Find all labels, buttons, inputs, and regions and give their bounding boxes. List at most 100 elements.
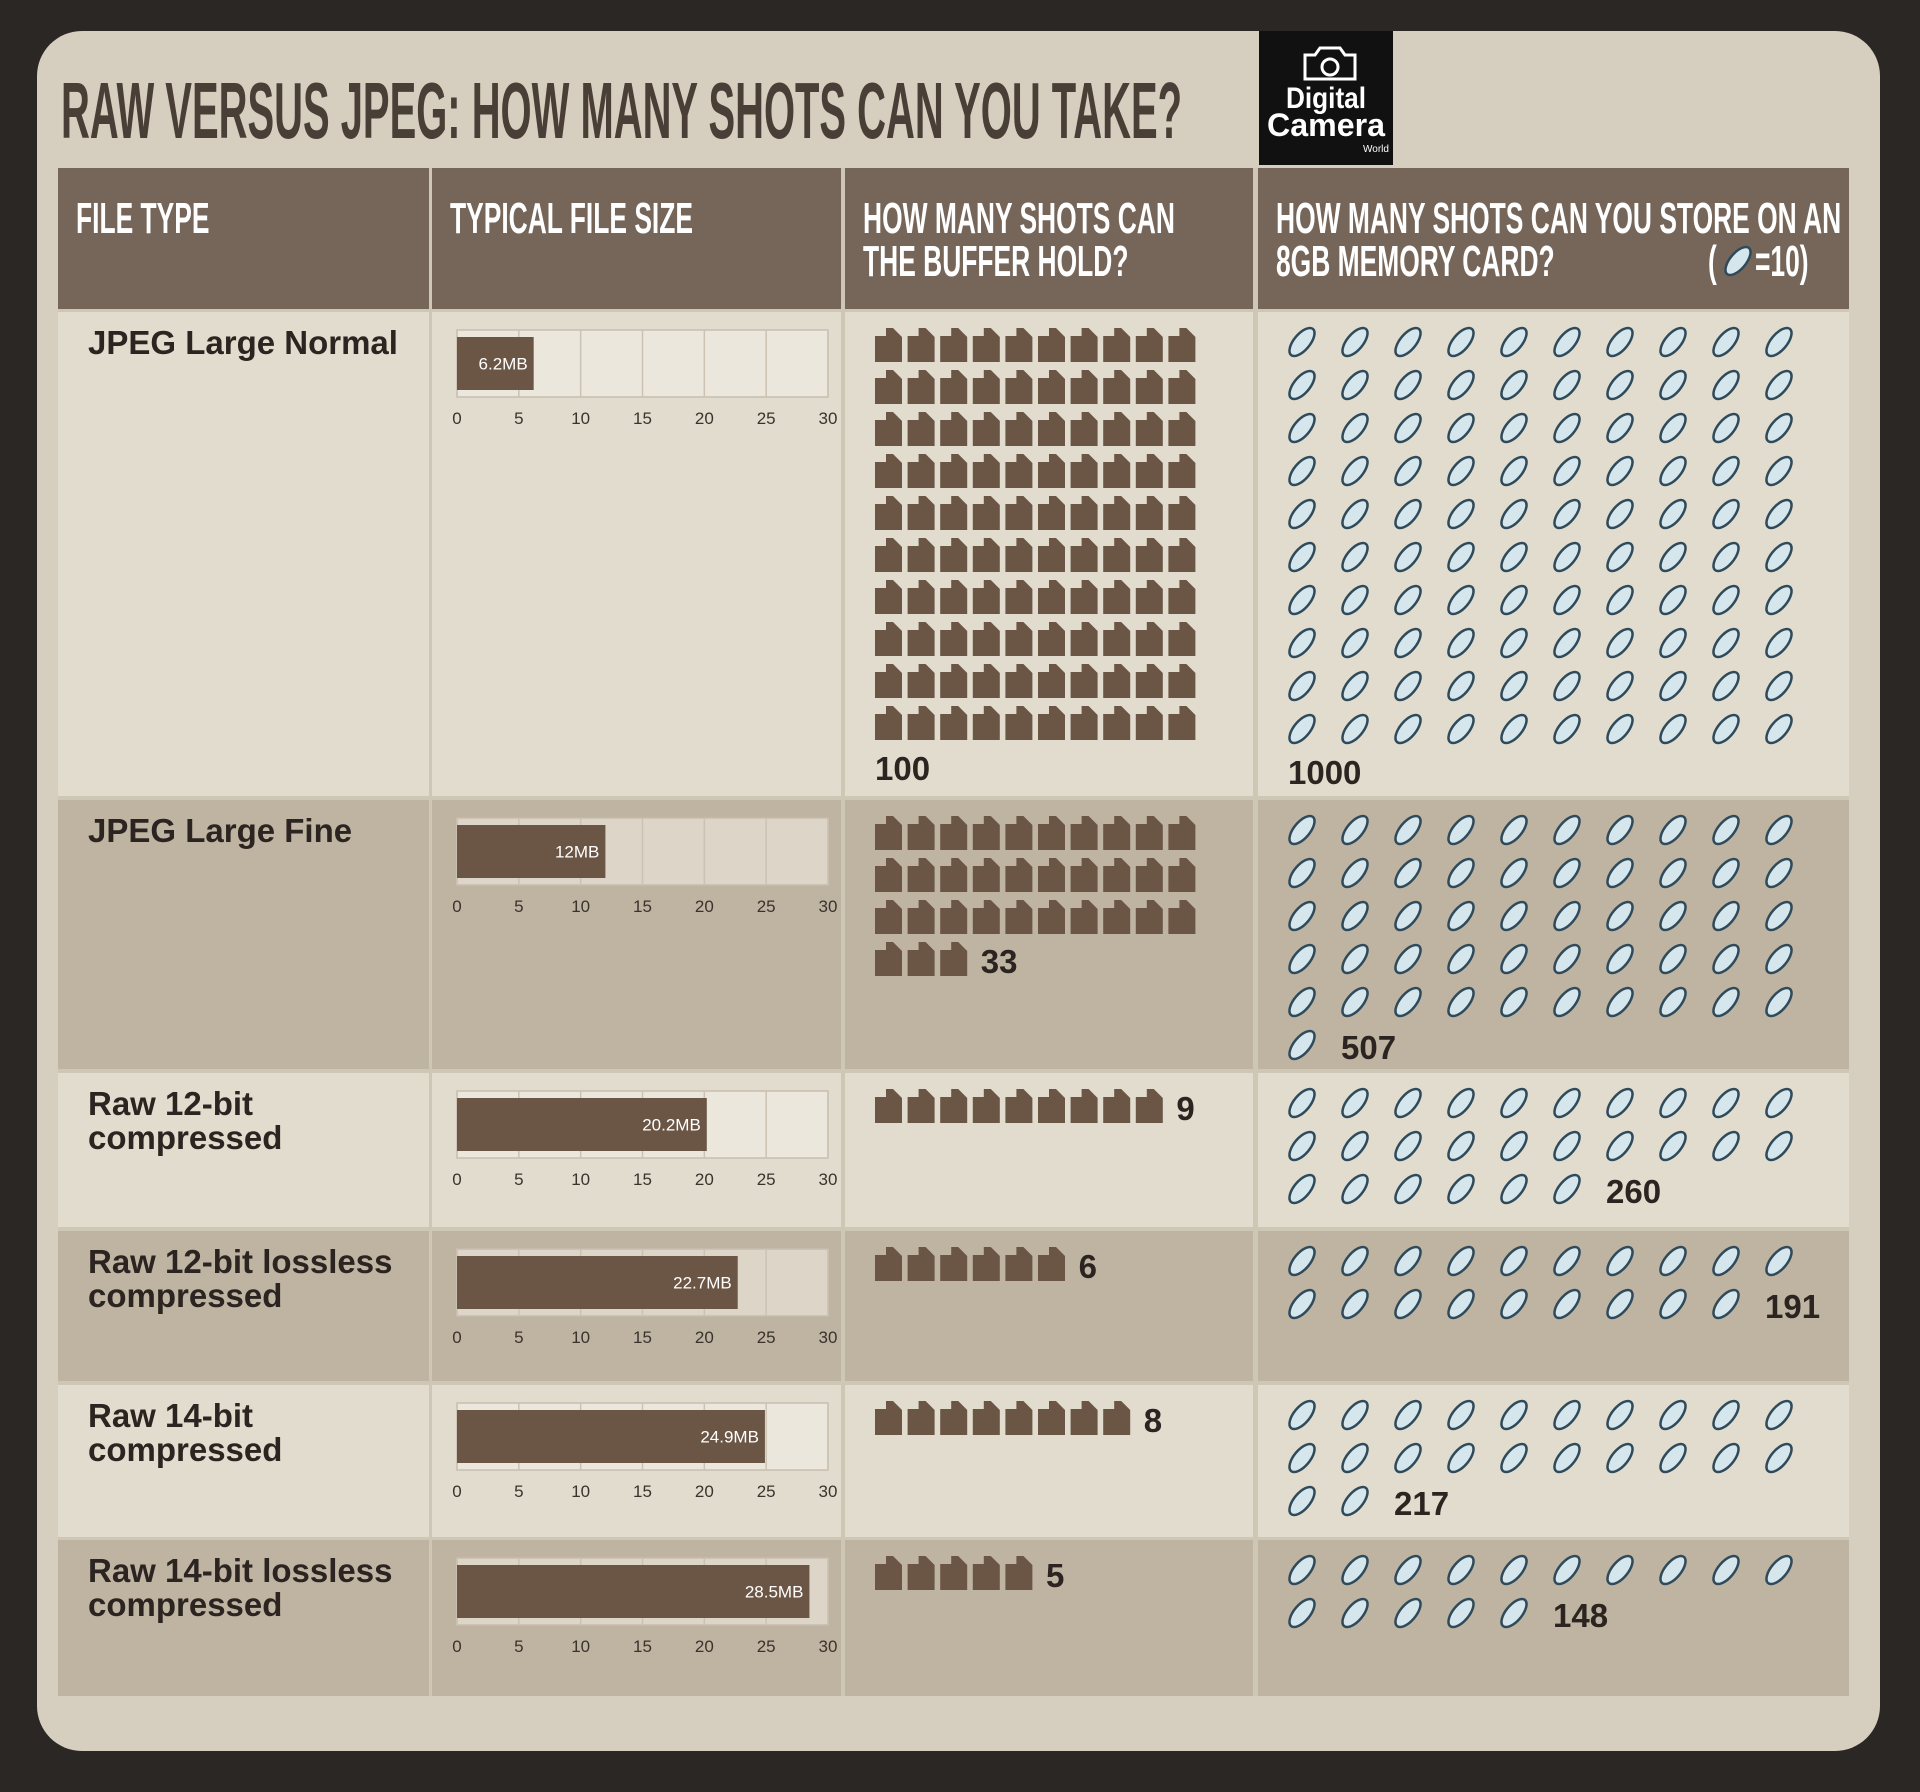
- card-icon: [1288, 713, 1316, 745]
- buffer-icon: [1005, 1247, 1033, 1281]
- buffer-icon: [875, 1089, 902, 1123]
- buffer-count: 9: [1176, 1090, 1194, 1127]
- card-icon: [1288, 814, 1316, 846]
- buffer-icon: [907, 1401, 935, 1435]
- card-icon: [1606, 1087, 1634, 1119]
- card-icon: [1712, 1288, 1740, 1320]
- card-icon: [1288, 326, 1316, 358]
- card-icon: [1500, 369, 1528, 401]
- key-icon: [1724, 245, 1752, 277]
- buffer-icon: [972, 1401, 1000, 1435]
- card-icon: [1765, 814, 1793, 846]
- buffer-icon: [940, 370, 968, 404]
- card-icon: [1288, 498, 1316, 530]
- row-cell: [58, 1231, 429, 1381]
- file-type: Raw 12-bit lossless: [88, 1243, 392, 1280]
- x-tick-label: 20: [695, 1637, 714, 1656]
- x-tick-label: 30: [819, 1637, 838, 1656]
- buffer-icon: [972, 900, 1000, 934]
- card-icons: [1288, 326, 1793, 745]
- card-icon: [1288, 1288, 1316, 1320]
- card-icon: [1447, 1087, 1475, 1119]
- buffer-icon: [940, 328, 968, 362]
- buffer-icon: [1038, 816, 1065, 850]
- buffer-icon: [907, 706, 935, 740]
- buffer-icons: [875, 1247, 1065, 1281]
- buffer-icon: [1168, 328, 1196, 362]
- column-header: TYPICAL FILE SIZE: [450, 194, 693, 243]
- buffer-icon: [907, 496, 935, 530]
- card-icon: [1659, 627, 1687, 659]
- card-icon: [1341, 900, 1369, 932]
- buffer-icon: [907, 942, 935, 976]
- buffer-icon: [907, 622, 935, 656]
- buffer-icon: [1135, 858, 1163, 892]
- buffer-icon: [1005, 858, 1033, 892]
- size-label: 24.9MB: [700, 1428, 759, 1447]
- buffer-icon: [1168, 412, 1196, 446]
- buffer-icon: [1168, 454, 1196, 488]
- card-icon: [1606, 1245, 1634, 1277]
- buffer-icon: [940, 1247, 968, 1281]
- card-icon: [1447, 455, 1475, 487]
- card-icon: [1288, 1087, 1316, 1119]
- buffer-icon: [1038, 900, 1065, 934]
- card-icon: [1447, 900, 1475, 932]
- buffer-icon: [1005, 1089, 1033, 1123]
- buffer-icon: [875, 706, 902, 740]
- card-icon: [1341, 713, 1369, 745]
- card-icon: [1606, 498, 1634, 530]
- card-icon: [1659, 1288, 1687, 1320]
- card-icon: [1712, 943, 1740, 975]
- card-icon: [1394, 1130, 1422, 1162]
- card-icon: [1341, 498, 1369, 530]
- buffer-icon: [1038, 664, 1065, 698]
- buffer-icon: [940, 1401, 968, 1435]
- card-icon: [1553, 900, 1581, 932]
- card-icon: [1447, 1288, 1475, 1320]
- buffer-icon: [972, 858, 1000, 892]
- card-icon: [1500, 943, 1528, 975]
- buffer-icon: [1070, 664, 1098, 698]
- x-tick-label: 20: [695, 1328, 714, 1347]
- card-icon: [1288, 1554, 1316, 1586]
- buffer-icon: [940, 1556, 968, 1590]
- card-icon: [1500, 498, 1528, 530]
- card-icon: [1712, 814, 1740, 846]
- buffer-icon: [1103, 622, 1131, 656]
- card-icon: [1659, 326, 1687, 358]
- card-icon: [1712, 857, 1740, 889]
- buffer-icon: [1005, 412, 1033, 446]
- buffer-icon: [1038, 538, 1065, 572]
- x-tick-label: 0: [452, 1328, 461, 1347]
- buffer-icon: [1070, 706, 1098, 740]
- card-icon: [1606, 814, 1634, 846]
- card-icon: [1606, 986, 1634, 1018]
- card-icon: [1341, 1597, 1369, 1629]
- buffer-icon: [875, 858, 902, 892]
- buffer-icon: [1070, 454, 1098, 488]
- card-icon: [1553, 814, 1581, 846]
- buffer-icon: [1005, 370, 1033, 404]
- buffer-icon: [1005, 1556, 1033, 1590]
- card-icon: [1447, 1245, 1475, 1277]
- buffer-icon: [1103, 370, 1131, 404]
- card-icon: [1606, 541, 1634, 573]
- logo-lens: [1320, 57, 1340, 77]
- card-icon: [1447, 326, 1475, 358]
- card-icon: [1394, 412, 1422, 444]
- card-icon: [1553, 1442, 1581, 1474]
- card-count: 1000: [1288, 754, 1361, 791]
- card-icon: [1712, 326, 1740, 358]
- x-tick-label: 20: [695, 409, 714, 428]
- buffer-icon: [972, 816, 1000, 850]
- size-label: 20.2MB: [642, 1116, 701, 1135]
- buffer-icon: [1135, 328, 1163, 362]
- buffer-icon: [1070, 816, 1098, 850]
- logo-camera: [1303, 46, 1357, 81]
- buffer-icon: [1168, 580, 1196, 614]
- buffer-icon: [1005, 454, 1033, 488]
- card-icon: [1606, 713, 1634, 745]
- card-icon: [1553, 541, 1581, 573]
- x-tick-label: 0: [452, 897, 461, 916]
